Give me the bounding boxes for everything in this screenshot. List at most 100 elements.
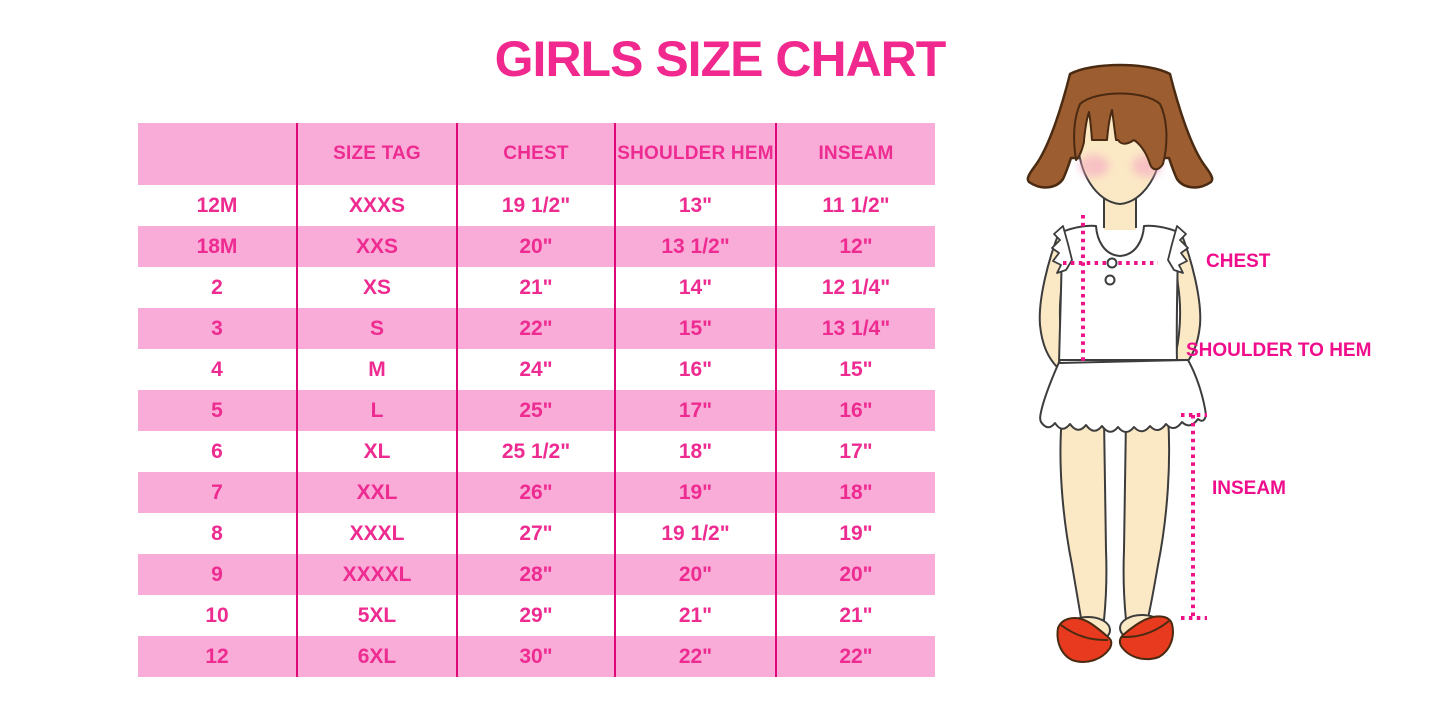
table-cell: XXL [296,472,457,513]
inseam-label: INSEAM [1212,478,1286,499]
left-shoe-strap [1060,624,1109,642]
table-body: 12M XXXS 19 1/2" 13" 11 1/2" 18M XXS 20" 13 1/2"… [138,185,935,677]
table-cell: 13 1/4" [775,308,935,349]
skirt [1039,359,1207,433]
table-cell: 25" [456,390,615,431]
table-cell: 9 [211,562,223,586]
table-cell: 17" [614,390,776,431]
table-row: 8 XXXL 27" 19 1/2" 19" [138,513,935,554]
blouse-button-top [1106,257,1118,269]
table-row: 4 M 24" 16" 15" [138,349,935,390]
table-cell: 21" [456,267,615,308]
table-cell: XS [296,267,457,308]
table-cell: 24" [456,349,615,390]
blouse-bodice [1058,224,1179,365]
table-cell: 16" [614,349,776,390]
table-row: 18M XXS 20" 13 1/2" 12" [138,226,935,267]
girl-illustration-svg [1026,63,1214,663]
table-cell: XXXXL [296,554,457,595]
table-cell: 20" [614,554,776,595]
table-cell: 16" [775,390,935,431]
table-row: 10 5XL 29" 21" 21" [138,595,935,636]
table-cell: 22" [775,636,935,677]
table-cell: 20" [775,554,935,595]
table-cell: 5XL [296,595,457,636]
table-cell: XXXS [296,185,457,226]
table-cell: XL [296,431,457,472]
page-title: GIRLS SIZE CHART [494,31,947,87]
table-cell: 20" [456,226,615,267]
column-header: SIZE TAG [296,123,457,185]
table-row: 9 XXXXL 28" 20" 20" [138,554,935,595]
table-cell: 12 [205,644,229,668]
table-row: 12 6XL 30" 22" 22" [138,636,935,677]
table-cell: 14" [614,267,776,308]
table-cell: S [296,308,457,349]
table-cell: XXXL [296,513,457,554]
left-shoe [1056,617,1113,663]
table-cell: 13 1/2" [614,226,776,267]
table-cell: 11 1/2" [775,185,935,226]
shoulder-to-hem-label: SHOULDER TO HEM [1186,340,1372,361]
table-cell: 19 1/2" [456,185,615,226]
right-shoe-strap [1121,620,1170,639]
table-cell: 15" [775,349,935,390]
table-cell: 30" [456,636,615,677]
table-row: 12M XXXS 19 1/2" 13" 11 1/2" [138,185,935,226]
table-cell: 18M [196,234,238,258]
table-cell: 13" [614,185,776,226]
column-header-size [138,123,297,185]
column-header: INSEAM [775,123,935,185]
table-cell: 28" [456,554,615,595]
table-cell: 6XL [296,636,457,677]
table-cell: 4 [211,357,223,381]
table-cell: 12" [775,226,935,267]
column-header: SHOULDER HEM [614,123,776,185]
table-cell: 19 1/2" [614,513,776,554]
table-cell: 21" [614,595,776,636]
table-cell: XXS [296,226,457,267]
table-cell: L [296,390,457,431]
size-chart-table: SIZE TAG CHEST SHOULDER HEM INSEAM 12M XXXS 1… [138,123,935,677]
waist-seam [1058,359,1189,364]
table-cell: 10 [205,603,229,627]
table-row: 2 XS 21" 14" 12 1/4" [138,267,935,308]
right-shoulder-ruffle [1167,225,1189,274]
table-cell: 15" [614,308,776,349]
table-cell: 7 [211,480,223,504]
table-cell: 17" [775,431,935,472]
table-cell: 12M [196,193,238,217]
blouse-button-bottom [1104,274,1116,286]
table-cell: 5 [211,398,223,422]
table-cell: 29" [456,595,615,636]
left-leg [1059,414,1108,622]
table-row: 6 XL 25 1/2" 18" 17" [138,431,935,472]
table-cell: 12 1/4" [775,267,935,308]
column-header: CHEST [456,123,615,185]
table-cell: 19" [614,472,776,513]
table-cell: 19" [775,513,935,554]
table-cell: 8 [211,521,223,545]
table-cell: 3 [211,316,223,340]
left-shoulder-ruffle [1051,225,1073,274]
table-cell: 27" [456,513,615,554]
chest-label: CHEST [1206,251,1271,272]
table-row: 3 S 22" 15" 13 1/4" [138,308,935,349]
table-cell: 6 [211,439,223,463]
table-cell: 22" [614,636,776,677]
table-row: 5 L 25" 17" 16" [138,390,935,431]
table-cell: 22" [456,308,615,349]
table-cell: 26" [456,472,615,513]
table-cell: 18" [614,431,776,472]
hair-fringe [1073,92,1168,171]
table-row: 7 XXL 26" 19" 18" [138,472,935,513]
blush-left [1079,155,1109,177]
table-cell: 18" [775,472,935,513]
table-cell: 2 [211,275,223,299]
table-cell: M [296,349,457,390]
girl-illustration [1000,60,1445,723]
right-leg [1122,414,1171,622]
table-cell: 25 1/2" [456,431,615,472]
table-cell: 21" [775,595,935,636]
